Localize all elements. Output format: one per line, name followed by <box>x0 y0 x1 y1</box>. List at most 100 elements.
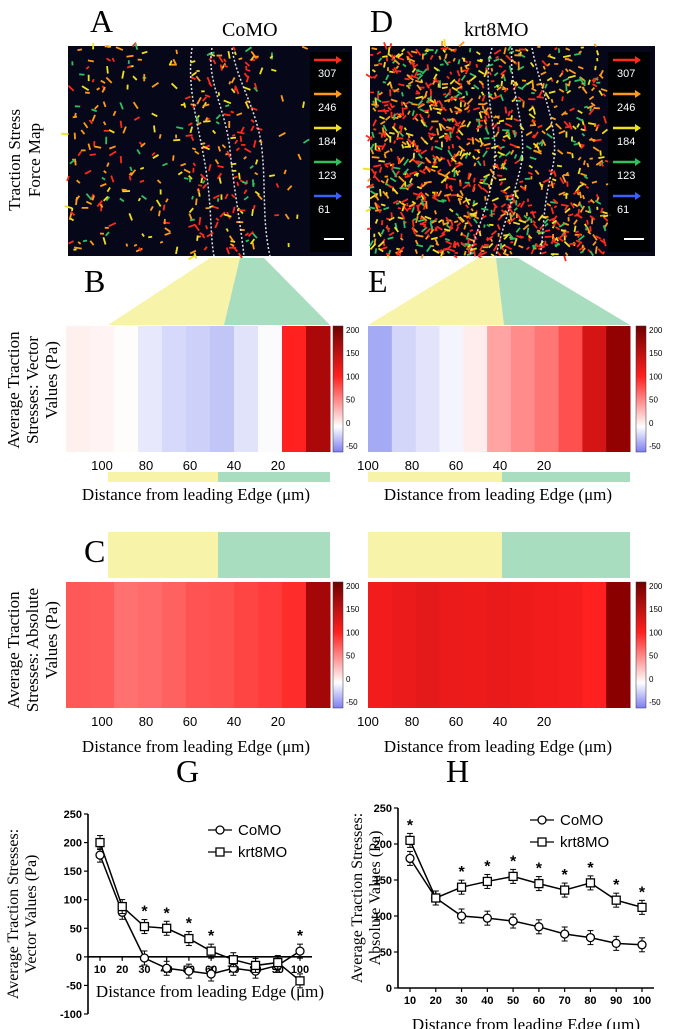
force-arrow <box>484 115 488 122</box>
force-arrow <box>517 214 522 221</box>
heatmap-cell <box>439 326 464 452</box>
force-arrow <box>238 172 241 180</box>
force-arrow <box>415 172 420 177</box>
colorbar-tick-label: -50 <box>649 442 661 451</box>
force-arrow <box>151 82 160 88</box>
force-arrow <box>428 104 433 111</box>
force-arrow <box>457 78 461 83</box>
force-map-como-edge-line <box>231 47 271 257</box>
force-arrow <box>555 226 561 231</box>
force-arrow <box>577 156 582 161</box>
force-arrow <box>371 47 378 51</box>
force-arrow <box>459 182 462 187</box>
force-arrow <box>371 69 376 73</box>
force-arrow <box>383 61 386 68</box>
heatmap-cell <box>234 326 259 452</box>
force-arrow <box>405 132 414 137</box>
x-tick-label: 100 <box>633 995 651 1007</box>
force-arrow <box>411 110 415 117</box>
force-arrow <box>464 197 471 206</box>
force-arrow <box>516 234 523 239</box>
force-arrow <box>562 54 571 58</box>
zone-green-strip <box>502 472 630 482</box>
force-arrow <box>385 74 390 81</box>
force-arrow <box>398 175 405 183</box>
force-arrow <box>89 153 96 157</box>
data-point-krt8mo <box>95 837 105 848</box>
force-arrow <box>460 119 466 126</box>
force-arrow <box>365 134 373 141</box>
force-arrow <box>134 43 139 50</box>
force-arrow <box>155 199 162 207</box>
y-tick-label: -50 <box>66 980 82 992</box>
force-arrow <box>510 149 515 155</box>
force-arrow <box>479 181 483 185</box>
force-arrow <box>423 198 426 202</box>
force-arrow <box>447 118 451 122</box>
force-arrow <box>483 224 486 228</box>
force-arrow <box>486 111 491 119</box>
force-arrow <box>534 169 540 175</box>
force-arrow <box>449 184 453 189</box>
force-arrow <box>246 69 251 72</box>
force-arrow <box>387 106 392 111</box>
force-arrow <box>577 109 583 115</box>
force-arrow <box>590 102 596 107</box>
force-arrow <box>180 162 187 167</box>
force-arrow <box>191 147 197 151</box>
force-arrow <box>382 190 387 196</box>
force-arrow <box>531 80 535 89</box>
force-arrow <box>391 187 399 195</box>
force-arrow <box>370 168 376 174</box>
force-arrow <box>399 125 404 134</box>
force-arrow <box>463 214 469 219</box>
force-arrow <box>436 168 442 174</box>
force-arrow <box>191 71 198 77</box>
heatmap-cell <box>258 326 283 452</box>
force-arrow <box>232 206 236 214</box>
force-arrow <box>132 75 138 81</box>
force-arrow <box>365 208 371 212</box>
force-arrow <box>436 111 442 115</box>
force-arrow <box>230 162 237 166</box>
zone-green-strip <box>218 472 330 482</box>
scale-arrow-head <box>635 56 641 64</box>
scale-arrow-head <box>635 158 641 166</box>
colorbar-tick-label: 200 <box>649 326 663 335</box>
force-arrow <box>367 177 371 182</box>
force-arrow <box>488 235 494 240</box>
heatmap-x-tick-label: 40 <box>227 458 241 473</box>
force-arrow <box>159 240 164 244</box>
y-tick-label: 200 <box>64 838 82 850</box>
force-arrow <box>513 81 518 87</box>
force-arrow <box>504 245 513 250</box>
force-arrow <box>562 77 570 82</box>
heatmap-x-tick-label: 80 <box>139 458 153 473</box>
force-arrow <box>429 228 435 235</box>
force-arrow <box>378 159 385 163</box>
force-arrow <box>243 72 249 78</box>
force-arrow <box>241 180 248 185</box>
force-arrow <box>221 144 227 149</box>
force-arrow <box>105 76 113 84</box>
scale-value: 61 <box>617 204 629 216</box>
force-arrow <box>408 158 414 163</box>
force-arrow <box>378 91 383 96</box>
force-arrow <box>201 180 206 184</box>
colorbar <box>332 581 344 709</box>
force-arrow <box>188 255 196 261</box>
force-arrow <box>378 62 383 66</box>
force-arrow <box>595 123 600 128</box>
force-arrow <box>456 222 462 227</box>
force-arrow <box>507 135 511 140</box>
heatmap-cell <box>558 326 583 452</box>
force-arrow <box>383 41 388 50</box>
force-arrow <box>469 212 477 217</box>
force-arrow <box>441 86 448 90</box>
force-arrow <box>465 90 469 96</box>
force-arrow <box>424 49 429 53</box>
force-arrow <box>575 230 580 234</box>
force-arrow <box>270 68 277 72</box>
force-arrow <box>464 64 468 70</box>
force-arrow <box>190 136 195 142</box>
